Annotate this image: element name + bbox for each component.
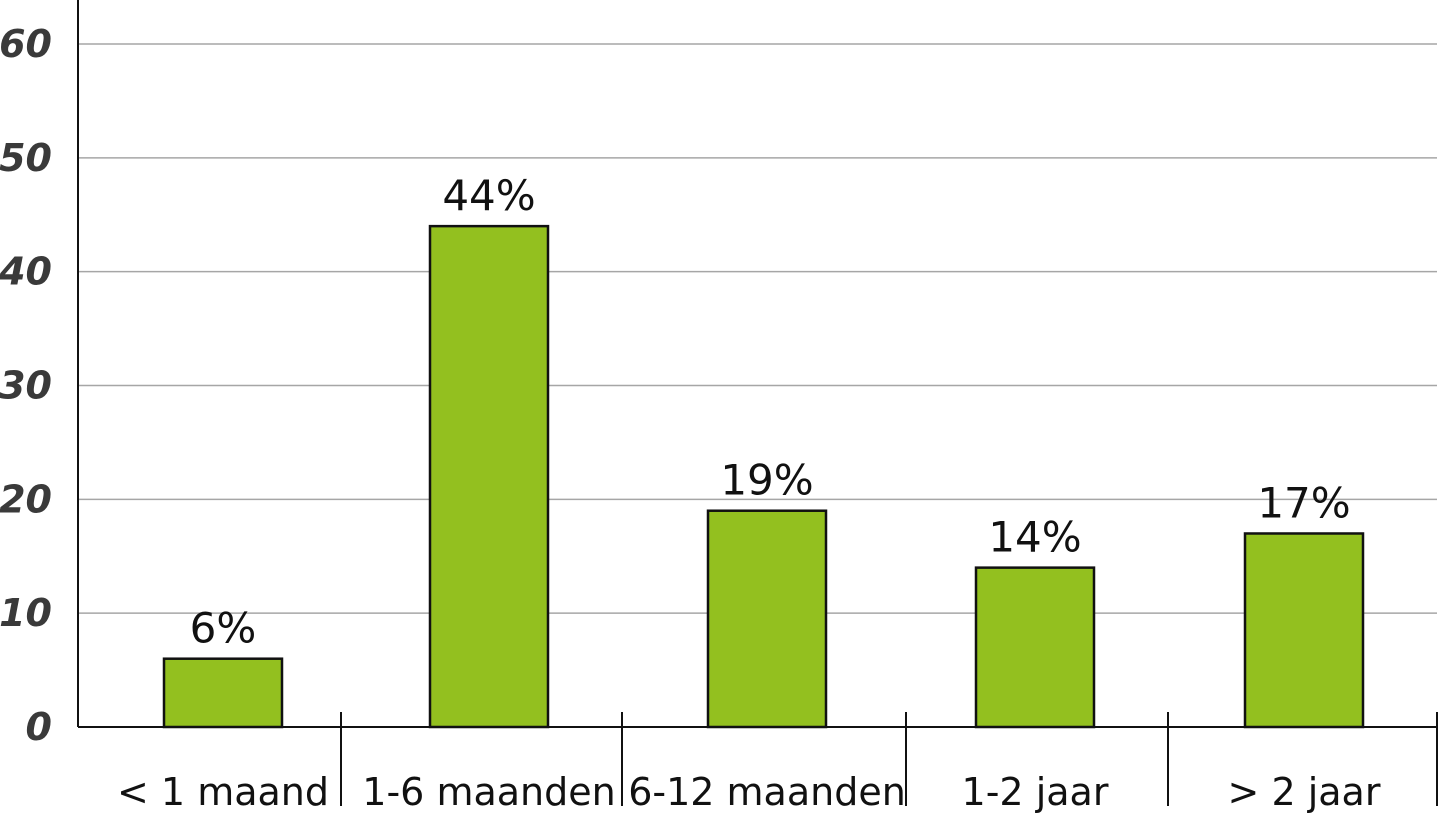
x-tick-label-4: > 2 jaar bbox=[1228, 770, 1381, 814]
bar-3 bbox=[974, 566, 1096, 729]
data-labels: 6% 44% 19% 14% 17% bbox=[190, 171, 1351, 653]
x-axis-tick-labels: < 1 maand 1-6 maanden 6-12 maanden 1-2 jaar… bbox=[117, 770, 1381, 814]
data-label-4: 17% bbox=[1257, 478, 1350, 527]
data-label-3: 14% bbox=[988, 513, 1081, 562]
y-tick-label-60: 60 bbox=[0, 22, 52, 66]
data-label-0: 6% bbox=[190, 604, 257, 653]
bar-1 bbox=[428, 224, 550, 729]
x-tick-label-1: 1-6 maanden bbox=[362, 770, 615, 814]
bar-2 bbox=[706, 509, 828, 729]
bar-0 bbox=[162, 657, 284, 729]
x-tick-label-0: < 1 maand bbox=[117, 770, 329, 814]
y-tick-label-50: 50 bbox=[0, 136, 52, 180]
bar-4 bbox=[1243, 532, 1365, 729]
y-tick-label-10: 10 bbox=[0, 591, 52, 635]
y-tick-label-30: 30 bbox=[0, 364, 52, 408]
x-tick-label-2: 6-12 maanden bbox=[628, 770, 906, 814]
y-tick-label-0: 0 bbox=[26, 705, 52, 749]
axes bbox=[77, 0, 1438, 806]
gridlines bbox=[78, 43, 1437, 614]
bars bbox=[162, 224, 1365, 729]
data-label-2: 19% bbox=[720, 456, 813, 505]
y-axis-tick-labels: 0 10 20 30 40 50 60 bbox=[0, 22, 52, 749]
y-tick-label-20: 20 bbox=[0, 477, 52, 521]
x-tick-label-3: 1-2 jaar bbox=[962, 770, 1109, 814]
y-tick-label-40: 40 bbox=[0, 250, 52, 294]
data-label-1: 44% bbox=[442, 171, 535, 220]
